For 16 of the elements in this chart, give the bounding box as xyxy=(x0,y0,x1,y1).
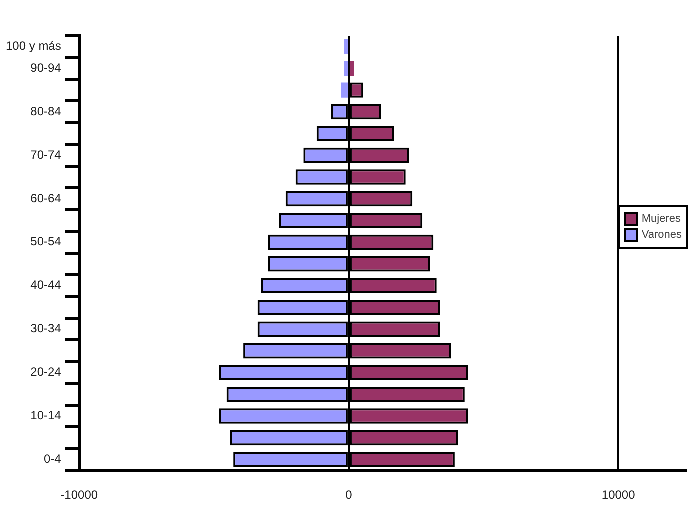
y-tick-label: 0-4 xyxy=(44,452,62,466)
y-tick-label: 60-64 xyxy=(30,191,62,206)
y-tick-label: 50-54 xyxy=(30,234,62,249)
y-tick-label: 20-24 xyxy=(30,365,62,380)
y-tick-label: 100 y más xyxy=(6,39,62,54)
y-tick-label: 30-34 xyxy=(30,322,62,336)
y-tick-label: 80-84 xyxy=(30,104,62,118)
y-tick-label: 90-94 xyxy=(30,60,62,75)
x-tick-label: -10000 xyxy=(60,488,98,502)
y-tick-label: 70-74 xyxy=(30,148,62,162)
legend-label: Mujeres xyxy=(642,213,681,225)
legend-label: Varones xyxy=(642,229,682,241)
x-tick-label: 10000 xyxy=(602,488,636,502)
x-tick-label: 0 xyxy=(346,488,353,502)
y-tick-label: 10-14 xyxy=(30,408,62,423)
y-tick-label: 40-44 xyxy=(30,278,62,292)
